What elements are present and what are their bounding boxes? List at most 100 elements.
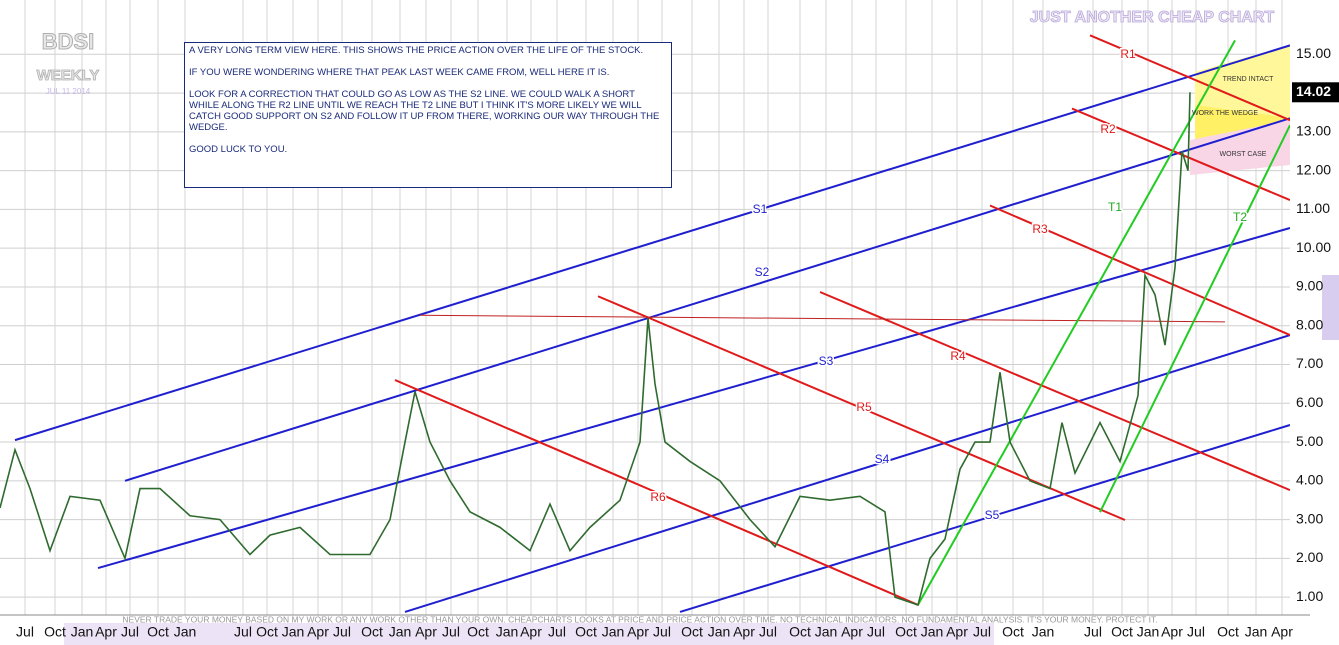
line-label: T1 (1108, 200, 1122, 214)
x-tick-label: Oct (147, 624, 169, 640)
y-tick-label: 12.00 (1296, 161, 1331, 177)
x-tick-label: Oct (1002, 624, 1024, 640)
y-tick-label: 10.00 (1296, 239, 1331, 255)
y-tick-label: 7.00 (1296, 355, 1323, 371)
trend-line (1089, 34, 1291, 122)
x-tick-label: Oct (895, 624, 917, 640)
disclaimer: NEVER TRADE YOUR MONEY BASED ON MY WORK … (122, 614, 1157, 624)
line-label: S3 (819, 354, 834, 368)
price-line (0, 92, 1191, 606)
x-tick-label: Jul (121, 624, 139, 640)
trend-line (679, 424, 1291, 613)
trend-line (394, 379, 919, 606)
x-tick-label: Oct (1111, 624, 1133, 640)
note-text: GOOD LUCK TO YOU. (189, 144, 288, 155)
x-tick-label: Apr (1271, 624, 1293, 640)
trend-line (597, 295, 1126, 521)
last-price-label: 14.02 (1296, 83, 1331, 99)
annotation-box: A VERY LONG TERM VIEW HERE. THIS SHOWS T… (184, 42, 672, 188)
y-tick-label: 8.00 (1296, 316, 1323, 332)
note-text: A VERY LONG TERM VIEW HERE. THIS SHOWS T… (189, 45, 644, 56)
x-tick-label: Jan (1137, 624, 1160, 640)
x-tick-label: Jul (234, 624, 252, 640)
x-tick-label: Jul (653, 624, 671, 640)
x-tick-label: Oct (789, 624, 811, 640)
x-tick-label: Jan (602, 624, 625, 640)
x-tick-label: Oct (1217, 624, 1239, 640)
last-price-box (1292, 82, 1339, 103)
x-tick-label: Apr (1161, 624, 1183, 640)
line-label: R6 (650, 490, 666, 504)
line-label: S5 (985, 508, 1000, 522)
x-tick-label: Oct (361, 624, 383, 640)
line-label: S1 (753, 202, 768, 216)
y-tick-label: 13.00 (1296, 123, 1331, 139)
scroll-tab (1322, 275, 1339, 340)
x-tick-label: Jan (815, 624, 838, 640)
x-axis-band (64, 623, 994, 645)
zone-label: WORK THE WEDGE (1192, 110, 1258, 117)
y-tick-label: 5.00 (1296, 433, 1323, 449)
y-tick-label: 4.00 (1296, 472, 1323, 488)
trend-line (124, 117, 1291, 482)
line-label: R2 (1100, 122, 1116, 136)
x-tick-label: Apr (733, 624, 755, 640)
line-label: R5 (856, 400, 872, 414)
trend-line (1099, 124, 1291, 513)
note-text: LOOK FOR A CORRECTION THAT COULD GO AS L… (189, 89, 660, 133)
x-tick-label: Jan (389, 624, 412, 640)
x-tick-label: Jul (333, 624, 351, 640)
x-tick-label: Apr (520, 624, 542, 640)
trend-line (404, 334, 1291, 613)
y-tick-label: 6.00 (1296, 394, 1323, 410)
x-tick-label: Jul (973, 624, 991, 640)
x-tick-label: Apr (627, 624, 649, 640)
x-tick-label: Apr (307, 624, 329, 640)
zone-label: WORST CASE (1220, 151, 1267, 158)
x-tick-label: Jan (496, 624, 519, 640)
y-tick-label: 1.00 (1296, 588, 1323, 604)
y-tick-label: 2.00 (1296, 549, 1323, 565)
x-tick-label: Oct (575, 624, 597, 640)
x-tick-label: Apr (415, 624, 437, 640)
line-label: T2 (1233, 210, 1247, 224)
trend-line (917, 39, 1236, 606)
line-label: S4 (875, 452, 890, 466)
x-tick-label: Apr (95, 624, 117, 640)
x-tick-label: Jul (16, 624, 34, 640)
trend-line (819, 291, 1291, 492)
x-tick-label: Apr (841, 624, 863, 640)
x-tick-label: Jan (1032, 624, 1055, 640)
x-tick-label: Jul (759, 624, 777, 640)
trend-line (97, 227, 1291, 570)
line-label: R4 (950, 349, 966, 363)
zone-worst (1190, 120, 1290, 175)
date: JUL 11 2014 (46, 87, 91, 96)
line-label: S2 (755, 265, 770, 279)
x-tick-label: Jan (174, 624, 197, 640)
interval: WEEKLY (37, 67, 100, 84)
line-label: R3 (1032, 222, 1048, 236)
x-tick-label: Jul (1187, 624, 1205, 640)
x-tick-label: Oct (681, 624, 703, 640)
x-tick-label: Jan (1245, 624, 1268, 640)
note-text: IF YOU WERE WONDERING WHERE THAT PEAK LA… (189, 67, 610, 78)
x-tick-label: Jan (921, 624, 944, 640)
x-tick-label: Oct (44, 624, 66, 640)
x-tick-label: Jan (708, 624, 731, 640)
brand: JUST ANOTHER CHEAP CHART (1030, 9, 1275, 26)
x-tick-label: Apr (946, 624, 968, 640)
x-tick-label: Jan (282, 624, 305, 640)
y-tick-label: 3.00 (1296, 510, 1323, 526)
x-tick-label: Jul (548, 624, 566, 640)
trend-line (419, 314, 1226, 323)
x-tick-label: Jan (71, 624, 94, 640)
zone-label: TREND INTACT (1223, 76, 1275, 83)
x-tick-label: Jul (867, 624, 885, 640)
trend-line (989, 204, 1291, 336)
x-tick-label: Jul (442, 624, 460, 640)
y-tick-label: 11.00 (1296, 200, 1330, 216)
x-tick-label: Oct (256, 624, 278, 640)
trend-line (1071, 107, 1291, 202)
